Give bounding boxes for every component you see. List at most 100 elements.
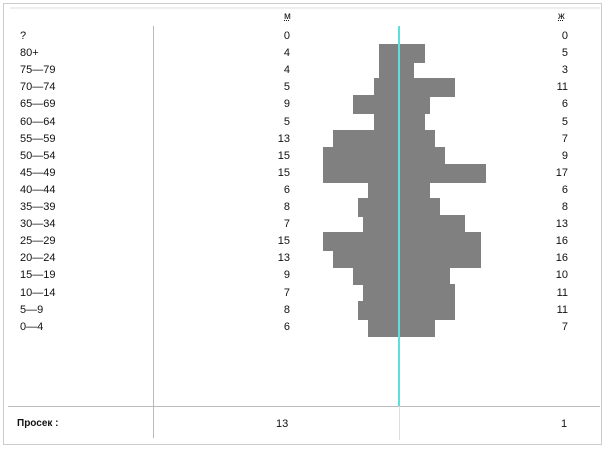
male-value: 7 xyxy=(283,286,290,299)
table-frame xyxy=(3,3,602,445)
table-row: 80+ 4 5 xyxy=(0,44,607,64)
male-bar xyxy=(373,78,399,98)
column-divider xyxy=(153,26,154,438)
female-value: 5 xyxy=(561,115,568,128)
female-value: 7 xyxy=(561,132,568,145)
table-row: 0—4 6 7 xyxy=(0,317,607,337)
male-value: 6 xyxy=(283,320,290,333)
male-bar xyxy=(353,95,399,115)
age-label: 70—74 xyxy=(20,81,56,94)
male-bar xyxy=(368,180,399,200)
female-bar xyxy=(399,78,456,98)
table-row: 50—54 15 9 xyxy=(0,146,607,166)
male-value: 4 xyxy=(283,47,290,60)
male-value: 5 xyxy=(283,115,290,128)
age-label: 45—49 xyxy=(20,166,56,179)
average-label: Просек : xyxy=(17,418,59,429)
female-bar xyxy=(399,112,425,132)
female-header: ж xyxy=(558,11,565,22)
male-bar xyxy=(358,300,399,320)
male-value: 5 xyxy=(283,81,290,94)
age-label: ? xyxy=(20,30,27,42)
age-label: 10—14 xyxy=(20,286,56,299)
female-bar xyxy=(399,44,425,64)
female-bar xyxy=(399,232,481,252)
male-value: 13 xyxy=(277,252,290,265)
female-bar xyxy=(399,283,456,303)
male-bar xyxy=(363,215,399,235)
female-bar xyxy=(399,163,486,183)
average-male: 13 xyxy=(276,418,289,430)
male-value: 7 xyxy=(283,218,290,231)
age-label: 50—54 xyxy=(20,149,56,162)
male-bar xyxy=(378,61,399,81)
male-value: 0 xyxy=(283,30,290,42)
female-bar xyxy=(399,300,456,320)
female-value: 8 xyxy=(561,201,568,213)
average-female: 1 xyxy=(561,418,568,430)
age-label: 20—24 xyxy=(20,252,56,265)
male-header: м xyxy=(284,11,291,22)
female-value: 11 xyxy=(556,286,568,299)
female-value: 16 xyxy=(555,235,568,248)
female-value: 11 xyxy=(556,81,568,94)
male-bar xyxy=(358,198,399,217)
age-label: 60—64 xyxy=(20,115,56,128)
male-value: 9 xyxy=(283,98,290,111)
male-bar xyxy=(322,146,399,166)
male-bar xyxy=(363,283,399,303)
female-bar xyxy=(399,95,430,115)
footer-center-divider xyxy=(399,406,400,440)
female-bar xyxy=(399,317,435,337)
male-bar xyxy=(322,232,399,252)
male-bar xyxy=(373,112,399,132)
male-bar xyxy=(322,163,399,183)
male-bar xyxy=(378,44,399,64)
table-row: 55—59 13 7 xyxy=(0,129,607,149)
male-bar xyxy=(332,249,399,269)
male-value: 8 xyxy=(283,201,290,213)
female-value: 5 xyxy=(561,47,568,60)
table-row: 5—9 8 11 xyxy=(0,300,607,320)
female-bar xyxy=(399,61,415,81)
table-row: ? 0 0 xyxy=(0,28,607,45)
female-value: 6 xyxy=(561,183,568,196)
table-row: 40—44 6 6 xyxy=(0,180,607,200)
female-value: 11 xyxy=(556,303,568,316)
male-value: 15 xyxy=(277,149,290,162)
age-label: 80+ xyxy=(20,47,39,60)
male-bar xyxy=(332,129,399,149)
table-row: 70—74 5 11 xyxy=(0,78,607,98)
male-value: 8 xyxy=(283,303,290,316)
male-value: 15 xyxy=(277,235,290,248)
table-row: 65—69 9 6 xyxy=(0,95,607,115)
female-bar xyxy=(399,215,466,235)
table-row: 20—24 13 16 xyxy=(0,249,607,269)
male-value: 6 xyxy=(283,183,290,196)
age-label: 55—59 xyxy=(20,132,56,145)
footer-divider xyxy=(8,406,600,407)
table-row: 30—34 7 13 xyxy=(0,215,607,235)
age-label: 75—79 xyxy=(20,64,56,77)
age-label: 15—19 xyxy=(20,269,56,282)
female-bar xyxy=(399,180,430,200)
female-value: 9 xyxy=(561,149,568,162)
age-label: 5—9 xyxy=(20,303,44,316)
male-value: 15 xyxy=(277,166,290,179)
table-row: 35—39 8 8 xyxy=(0,198,607,217)
female-bar xyxy=(399,129,435,149)
table-row: 15—19 9 10 xyxy=(0,266,607,286)
female-value: 17 xyxy=(555,166,568,179)
female-bar xyxy=(399,249,481,269)
table-row: 60—64 5 5 xyxy=(0,112,607,132)
age-label: 40—44 xyxy=(20,183,56,196)
top-divider xyxy=(10,7,600,9)
male-value: 13 xyxy=(277,132,290,145)
female-value: 3 xyxy=(561,64,568,77)
age-label: 0—4 xyxy=(20,320,44,333)
female-value: 10 xyxy=(555,269,568,282)
table-row: 25—29 15 16 xyxy=(0,232,607,252)
center-axis xyxy=(398,26,400,406)
female-value: 7 xyxy=(561,320,568,333)
